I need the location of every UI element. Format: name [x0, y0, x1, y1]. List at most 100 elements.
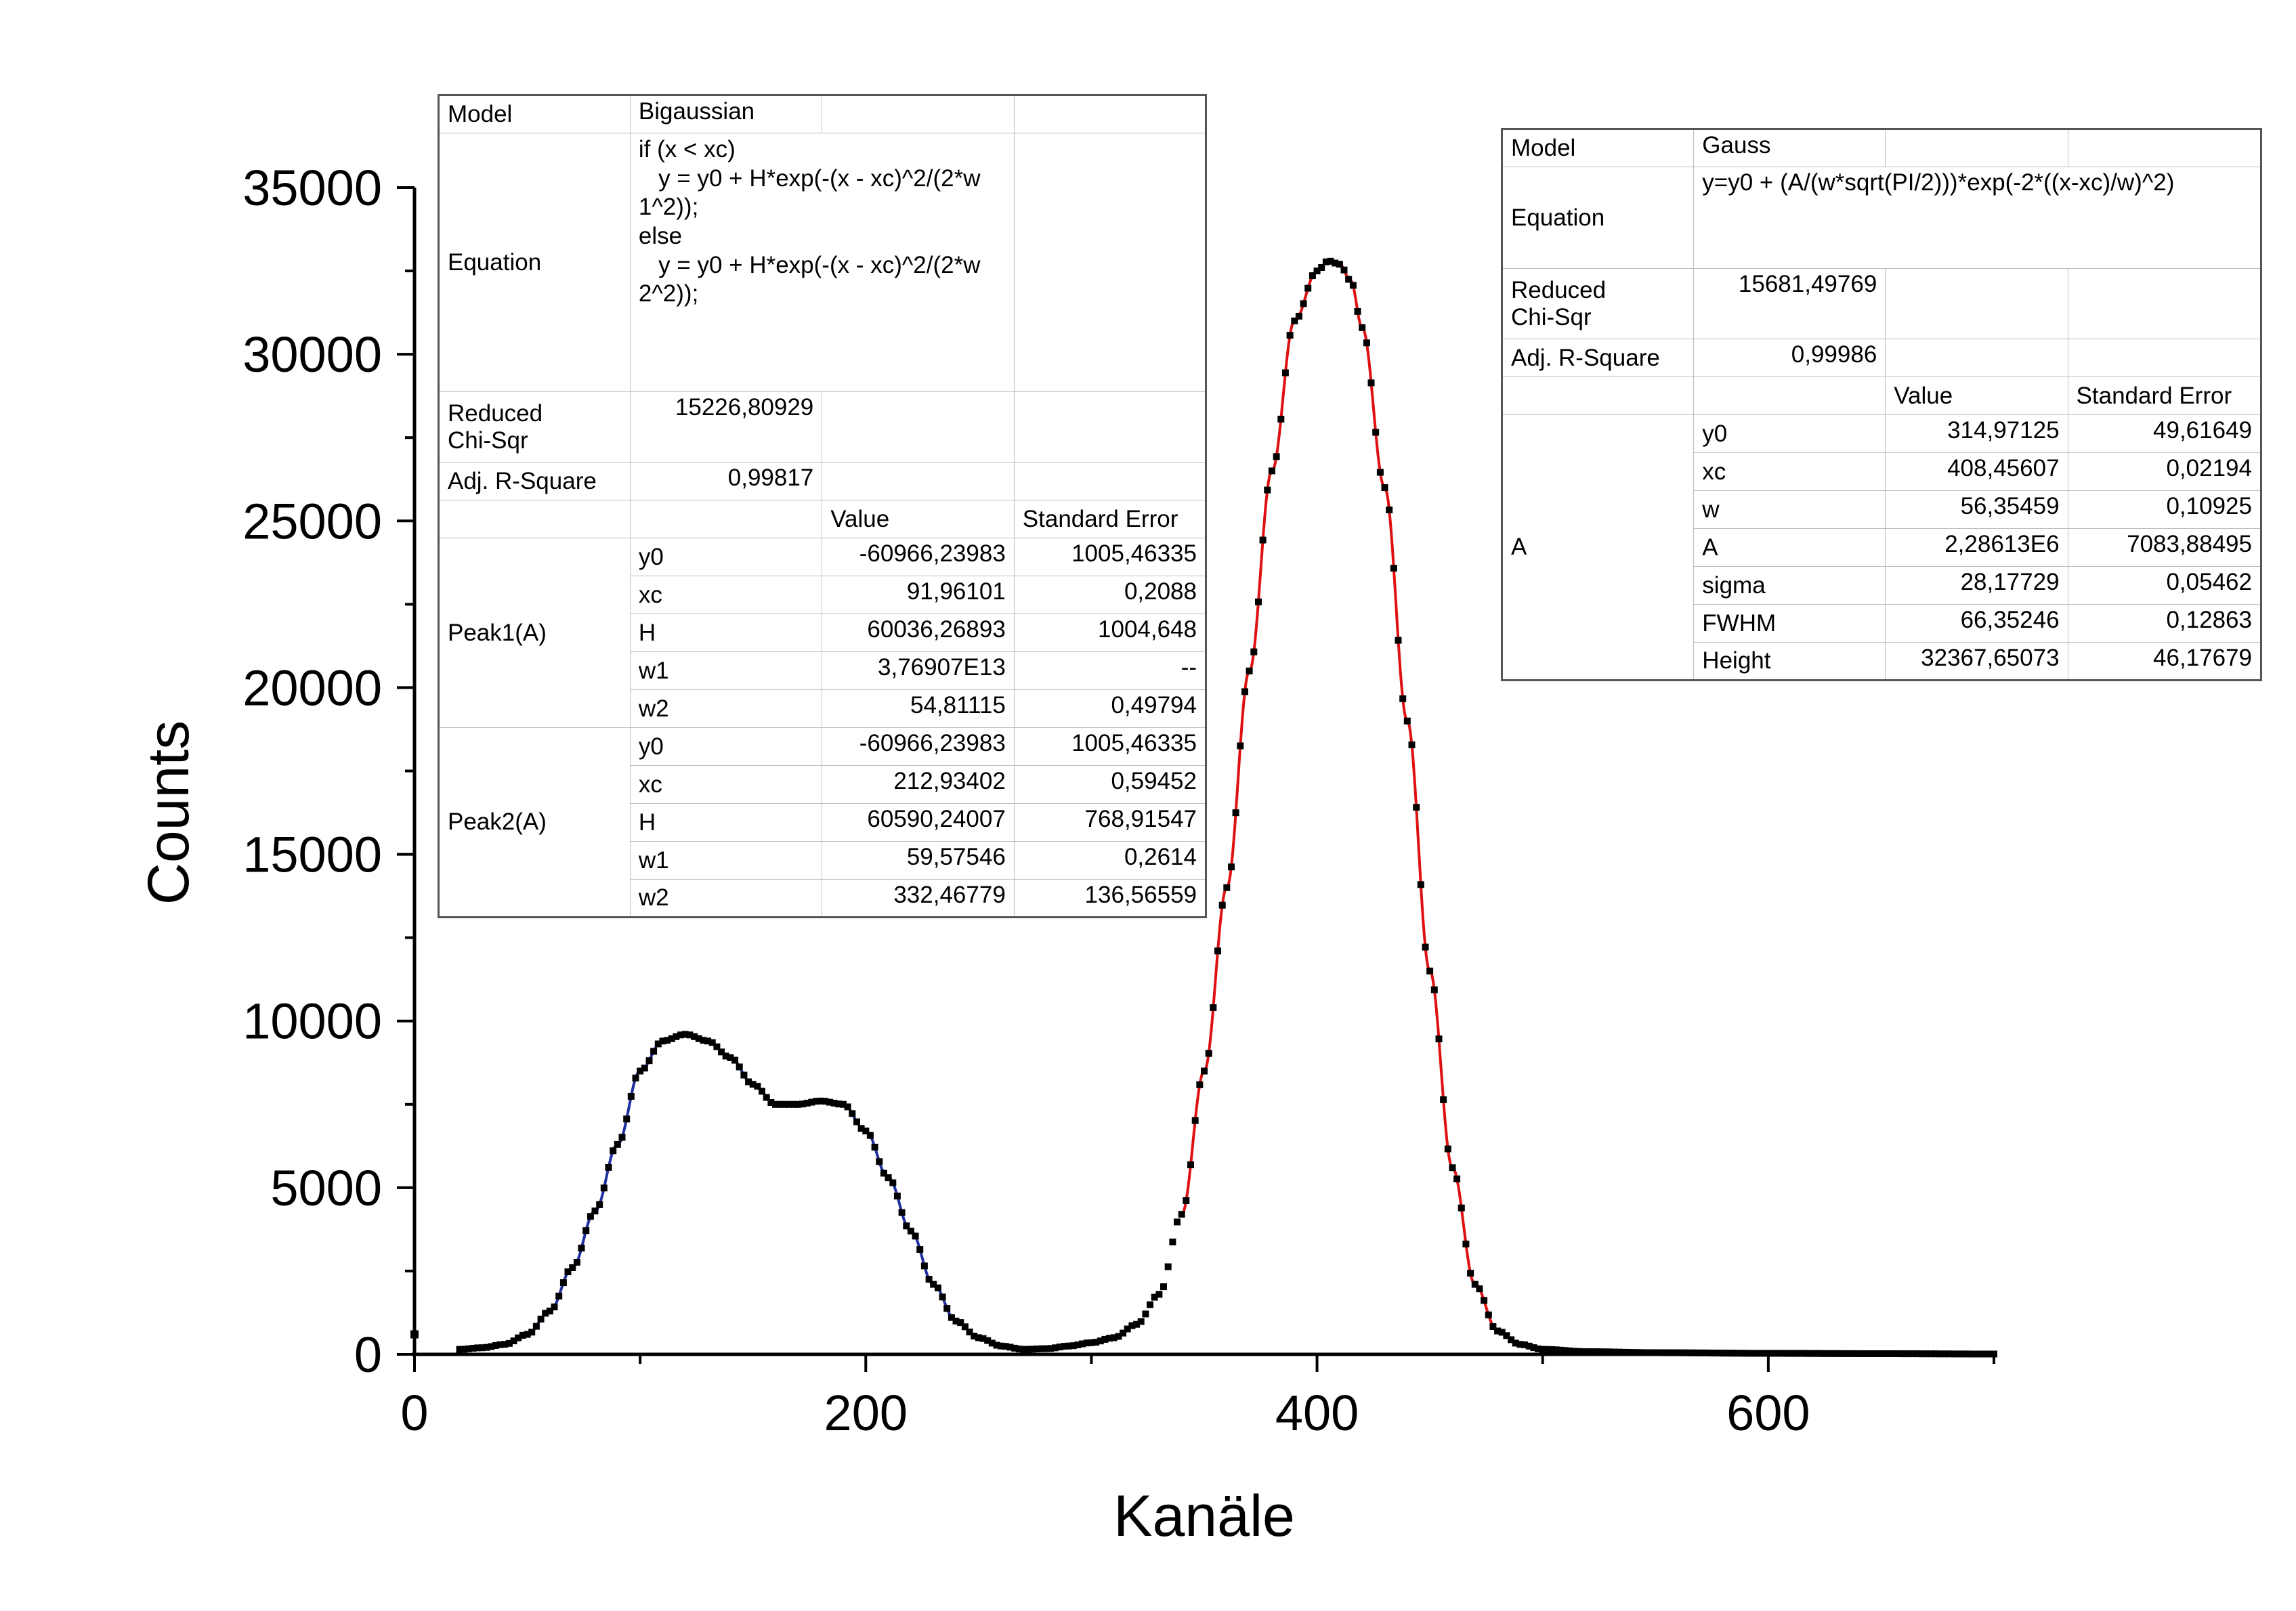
value-header: Value — [1885, 377, 2068, 415]
data-point — [632, 1074, 639, 1081]
param-value: 91,96101 — [822, 576, 1015, 614]
data-point — [1489, 1323, 1497, 1330]
data-point — [1345, 276, 1353, 283]
param-error: 136,56559 — [1013, 879, 1207, 918]
data-point — [1232, 809, 1239, 817]
equation-label: Equation — [438, 133, 631, 392]
data-point — [763, 1094, 770, 1101]
data-point — [505, 1339, 513, 1347]
data-point — [957, 1319, 964, 1327]
data-point — [1408, 741, 1416, 748]
data-point — [776, 1100, 784, 1108]
data-point — [1783, 1350, 1790, 1357]
model-value: Gauss — [1693, 129, 1886, 167]
data-point — [866, 1132, 874, 1139]
data-point — [1481, 1297, 1488, 1304]
data-point — [916, 1246, 924, 1253]
data-point — [745, 1078, 752, 1086]
data-point — [1011, 1344, 1019, 1352]
data-point — [1120, 1329, 1127, 1337]
data-point — [1178, 1211, 1185, 1218]
param-error: 0,59452 — [1013, 765, 1207, 804]
data-point — [1228, 863, 1235, 871]
data-point — [749, 1081, 757, 1088]
data-point — [573, 1259, 580, 1266]
data-point — [1963, 1350, 1970, 1358]
data-point — [1855, 1350, 1863, 1357]
axis-ticks — [397, 186, 1995, 1372]
data-point — [610, 1147, 617, 1155]
data-point — [822, 1098, 829, 1105]
data-point — [1417, 881, 1424, 888]
data-point — [871, 1144, 878, 1151]
data-point — [510, 1337, 517, 1345]
data-point — [1403, 717, 1411, 725]
gauss-fit-table: Model Gauss Equation y=y0 + (A/(w*sqrt(P… — [1501, 128, 2262, 681]
data-point — [1083, 1339, 1090, 1347]
param-name: w2 — [629, 689, 823, 728]
data-point — [1954, 1350, 1961, 1358]
param-name: FWHM — [1693, 604, 1886, 643]
data-point — [668, 1035, 675, 1042]
data-point — [1286, 332, 1294, 339]
data-point — [691, 1033, 698, 1040]
data-point — [1607, 1348, 1614, 1356]
data-point — [559, 1279, 567, 1287]
y-tick-label: 15000 — [242, 827, 382, 883]
data-point — [1981, 1350, 1989, 1358]
data-point — [1724, 1350, 1731, 1357]
data-point — [988, 1339, 996, 1347]
data-point — [1535, 1345, 1542, 1352]
data-point — [1882, 1350, 1890, 1357]
data-point — [478, 1344, 486, 1352]
data-point — [1796, 1350, 1804, 1357]
data-point — [1674, 1349, 1682, 1356]
data-point — [943, 1305, 951, 1312]
data-point — [1877, 1350, 1885, 1357]
data-point — [1940, 1350, 1948, 1358]
data-point — [898, 1209, 906, 1216]
data-point — [605, 1163, 612, 1171]
data-point — [998, 1342, 1005, 1350]
data-point — [519, 1331, 526, 1339]
peak2-label: Peak2(A) — [438, 727, 631, 918]
data-point — [1710, 1350, 1718, 1357]
data-point — [1332, 259, 1339, 267]
data-point — [1774, 1350, 1781, 1357]
data-point — [1467, 1270, 1474, 1277]
data-point — [1769, 1350, 1777, 1357]
data-point — [853, 1118, 860, 1125]
data-point — [1625, 1349, 1632, 1356]
param-error: 0,2088 — [1013, 576, 1207, 614]
data-point — [1647, 1349, 1655, 1356]
data-point — [907, 1227, 914, 1234]
data-point — [1913, 1350, 1921, 1358]
data-point — [1733, 1350, 1741, 1357]
group-label: A — [1501, 414, 1695, 681]
data-point — [1728, 1350, 1736, 1357]
data-point — [1670, 1349, 1677, 1356]
data-point — [1187, 1161, 1194, 1169]
data-point — [1313, 267, 1321, 275]
data-point — [528, 1329, 536, 1336]
data-point — [1643, 1349, 1650, 1356]
data-point — [1169, 1239, 1176, 1246]
data-point — [1638, 1349, 1646, 1356]
y-tick-label: 30000 — [242, 326, 382, 383]
data-point — [1155, 1291, 1163, 1298]
data-point — [1088, 1339, 1095, 1346]
data-point — [587, 1213, 594, 1220]
param-error: 1005,46335 — [1013, 727, 1207, 766]
data-point — [673, 1033, 680, 1040]
data-point — [1557, 1346, 1565, 1354]
data-point — [1183, 1197, 1190, 1204]
data-point — [1630, 1349, 1636, 1356]
x-tick-label: 600 — [1726, 1385, 1810, 1441]
data-point — [1751, 1350, 1758, 1357]
data-point — [1905, 1350, 1912, 1358]
standard-error-header: Standard Error — [2067, 377, 2262, 415]
data-point — [718, 1048, 725, 1056]
data-point — [1413, 804, 1420, 811]
data-point — [1205, 1050, 1212, 1057]
data-point — [1300, 300, 1307, 307]
